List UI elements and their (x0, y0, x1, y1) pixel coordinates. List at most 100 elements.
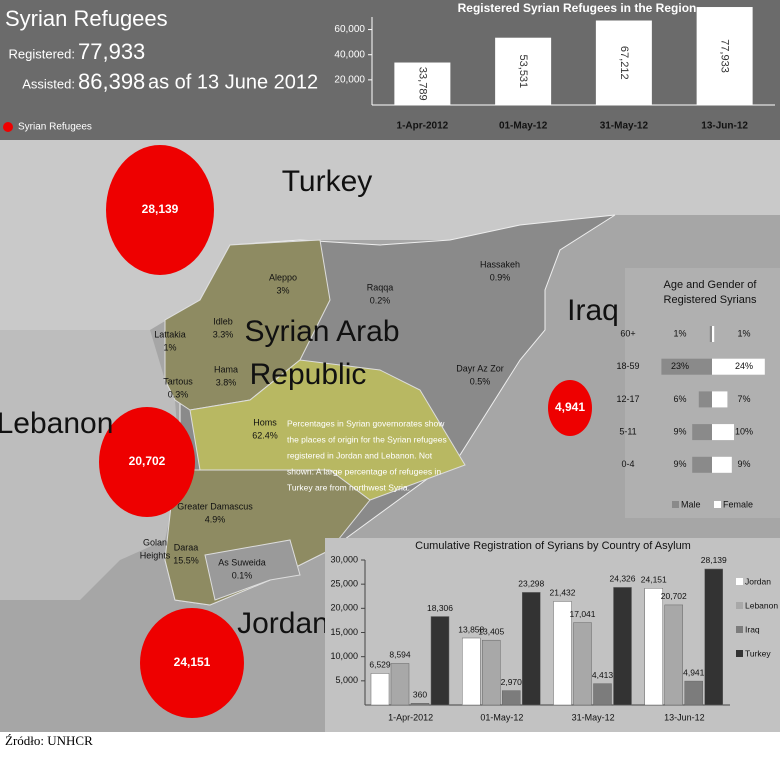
bar (692, 456, 712, 473)
date: as of 13 June 2012 (148, 71, 318, 93)
value-label: 13,858 (458, 624, 484, 634)
value-label: 7% (737, 394, 750, 404)
country-name: Iraq (567, 294, 619, 327)
x-tick-label: 13-Jun-12 (664, 712, 705, 722)
y-tick-label: 60,000 (334, 24, 365, 35)
value-label: 4,941 (683, 667, 705, 677)
registered-value: 77,933 (78, 39, 145, 64)
category-label: 5-11 (619, 426, 636, 436)
governorate-name: Tartous (163, 376, 193, 386)
value-label: 1% (737, 328, 750, 338)
x-tick-label: 1-Apr-2012 (397, 121, 449, 132)
governorate-share: 0.5% (470, 376, 491, 386)
note-line: Turkey are from northwest Syria. (287, 482, 410, 492)
bar (482, 639, 501, 706)
value-label: 67,212 (618, 46, 630, 80)
bar (462, 637, 481, 706)
bubble-label: 24,151 (174, 655, 211, 669)
value-label: 4,413 (592, 670, 614, 680)
value-label: 20,702 (661, 591, 687, 601)
legend-label: Syrian Refugees (18, 122, 92, 133)
bar (394, 62, 451, 105)
bar (522, 592, 541, 706)
governorate-share: 0.2% (370, 295, 391, 305)
assisted-label: Assisted: (22, 76, 75, 91)
bar (712, 456, 732, 473)
bar (495, 37, 552, 105)
y-tick-label: 30,000 (330, 554, 358, 564)
governorate-share: 3.8% (216, 377, 237, 387)
golan-label: Heights (140, 550, 171, 560)
governorate-name: Idleb (213, 316, 233, 326)
legend-marker (3, 122, 13, 132)
governorate-share: 15.5% (173, 555, 199, 565)
category-label: 12-17 (616, 394, 639, 404)
governorate-name: Hassakeh (480, 259, 520, 269)
legend-swatch (672, 501, 679, 508)
title: Syrian Refugees (5, 6, 168, 31)
governorate-share: 3.3% (213, 329, 234, 339)
country-name: Turkey (282, 165, 373, 198)
bar (704, 568, 723, 706)
assisted-value: 86,398 (78, 69, 145, 94)
bar (595, 20, 652, 105)
category-label: 0-4 (621, 459, 634, 469)
bar (553, 601, 572, 706)
bar (712, 391, 728, 408)
bar (644, 588, 663, 706)
governorate-name: Aleppo (269, 272, 297, 282)
bar (696, 7, 753, 106)
value-label: 9% (737, 459, 750, 469)
governorate-share: 0.9% (490, 272, 511, 282)
value-label: 1% (673, 328, 686, 338)
bubble (548, 380, 592, 436)
registered-label: Registered: (9, 46, 75, 61)
bar (692, 424, 712, 441)
bubble (140, 608, 244, 718)
bar (502, 690, 521, 706)
legend-swatch (736, 602, 743, 609)
legend-swatch (714, 501, 721, 508)
bar (712, 358, 765, 375)
value-label: 6,529 (369, 660, 391, 670)
legend-label: Lebanon (745, 600, 778, 610)
lebanon-coast (0, 330, 180, 600)
bubble (106, 145, 214, 275)
bar (390, 663, 410, 706)
governorate-name: Daraa (174, 542, 199, 552)
value-label: 24,326 (610, 574, 636, 584)
bubble (99, 407, 195, 517)
x-tick-label: 31-May-12 (600, 121, 649, 132)
governorate-share: 3% (276, 285, 289, 295)
governorate-name: Hama (214, 364, 238, 374)
country-name: Lebanon (0, 407, 113, 440)
syria-label: Republic (250, 358, 367, 391)
source: Źródło: UNHCR (5, 733, 93, 748)
bubble-label: 28,139 (142, 202, 179, 216)
bar (430, 616, 450, 706)
legend-swatch (736, 578, 743, 585)
homs (189, 359, 466, 501)
y-tick-label: 40,000 (334, 49, 365, 60)
legend-swatch (736, 626, 743, 633)
value-label: 13,405 (478, 626, 504, 636)
x-tick-label: 31-May-12 (572, 712, 615, 722)
x-tick-label: 1-Apr-2012 (388, 712, 433, 722)
bar (370, 673, 390, 706)
value-label: 33,789 (416, 67, 428, 101)
governorate-name: Lattakia (154, 329, 186, 339)
bar (698, 391, 712, 408)
y-tick-label: 15,000 (330, 627, 358, 637)
value-label: 9% (673, 459, 686, 469)
note-line: the places of origin for the Syrian refu… (287, 434, 447, 444)
note: Percentages in Syrian governorates show … (287, 418, 447, 492)
note-line: shown: A large percentage of refugees in (287, 466, 441, 476)
value-label: 360 (413, 690, 427, 700)
legend-label: Iraq (745, 624, 760, 634)
bar (661, 358, 712, 375)
chart-title: Registered Syrian Refugees in the Region (458, 1, 697, 15)
value-label: 6% (673, 394, 686, 404)
bar (410, 703, 430, 706)
value-label: 53,531 (517, 55, 529, 89)
governorate-name: Homs (253, 417, 277, 427)
